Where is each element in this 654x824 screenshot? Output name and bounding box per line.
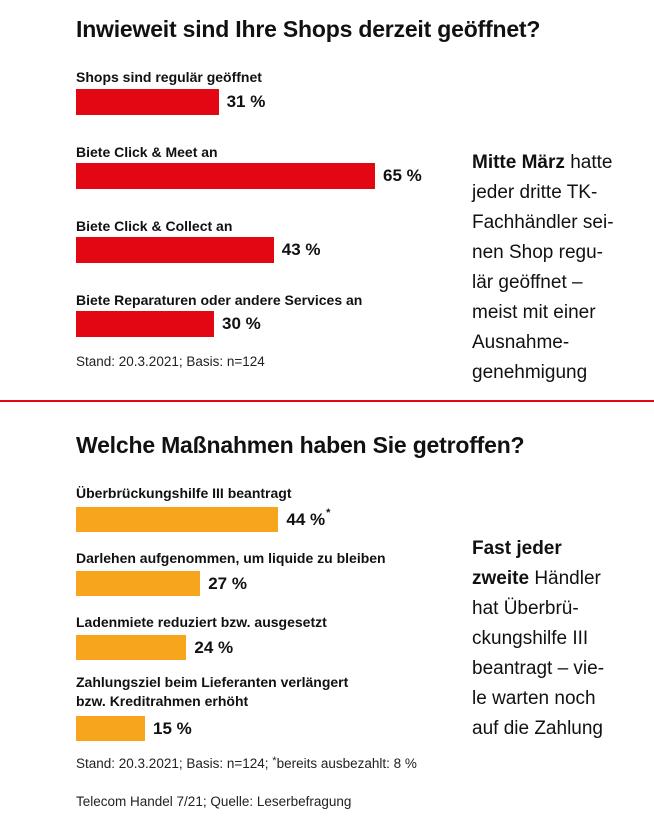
bar [76,311,214,337]
bar-label-line: Biete Reparaturen oder andere Services a… [76,292,363,308]
bar-value-text: 31 % [226,92,266,111]
source-text: Stand: 20.3.2021; Basis: n=124; [76,756,269,771]
side-note-bold: zweite [472,568,530,589]
chart-title-shops-open: Inwieweit sind Ihre Shops derzeit geöffn… [76,16,541,42]
side-note-line: nen Shop regu- [472,242,603,263]
side-note-line: hatte [570,152,613,173]
chart-title-measures: Welche Maßnahmen haben Sie getroffen? [76,432,525,458]
publication-credit: Telecom Handel 7/21; Quelle: Leserbefrag… [76,794,352,809]
footnote-asterisk: * [272,755,277,767]
bar-label-line: Überbrückungshilfe III beantragt [76,485,292,501]
side-note-line: le warten noch [472,688,596,709]
bar-value-text: 44 % [286,509,326,529]
bar-value-footnote-mark: * [326,506,331,519]
side-note-shops: Mitte März hatte jeder dritte TK- Fachhä… [472,148,654,388]
bar [76,635,187,660]
bar-value-label: 24 % [194,638,233,658]
side-note-line: ckungshilfe III [472,628,589,649]
side-note-line: genehmigung [472,362,588,383]
bar-label-line: Shops sind regulär geöffnet [76,69,262,85]
bar-label: Ladenmiete reduziert bzw. ausgesetzt [76,613,456,632]
bar-value-text: 27 % [208,573,247,593]
bar-value-label: 44 %* [286,506,331,530]
bar-label-line: Biete Click & Collect an [76,218,233,234]
side-note-line: Händler [534,568,601,589]
bar-label-line: Biete Click & Meet an [76,144,218,160]
side-note-measures: Fast jeder zweite Händler hat Überbrü- c… [472,534,654,744]
side-note-bold: Mitte März [472,152,565,173]
bar-label: Zahlungsziel beim Lieferanten verlängert… [76,673,456,711]
bar-value-text: 15 % [153,718,192,738]
bar [76,571,201,596]
side-note-line: hat Überbrü- [472,598,579,619]
bar-label-line: bzw. Kreditrahmen erhöht [76,693,249,709]
bar-label-line: Zahlungsziel beim Lieferanten verlängert [76,674,349,690]
bar-value-text: 65 % [383,166,422,185]
side-note-line: auf die Zahlung [472,718,603,739]
bar [76,89,219,115]
section-divider [0,400,654,402]
side-note-line: jeder dritte TK- [472,182,598,203]
side-note-line: Fachhändler sei- [472,212,614,233]
side-note-line: beantragt – vie- [472,658,605,679]
bar-label: Überbrückungshilfe III beantragt [76,484,456,503]
bar-label-line: Darlehen aufgenommen, um liquide zu blei… [76,550,386,566]
bar-value-label: 30 % [222,314,261,334]
source-note-shops: Stand: 20.3.2021; Basis: n=124 [76,354,265,369]
bar-value-label: 65 % [383,166,422,186]
bar-label: Darlehen aufgenommen, um liquide zu blei… [76,549,456,568]
bar [76,507,279,532]
source-note-measures: Stand: 20.3.2021; Basis: n=124; *bereits… [76,755,417,771]
bar-value-text: 30 % [222,314,261,333]
side-note-line: meist mit einer [472,302,596,323]
bar-value-label: 31 % [227,92,266,112]
bar-value-text: 43 % [281,240,321,259]
bar-label: Biete Click & Meet an [76,143,456,162]
bar-value-label: 15 % [153,719,192,739]
bar [76,237,274,263]
side-note-line: Ausnahme- [472,332,570,353]
bar [76,716,145,741]
side-note-bold: Fast jeder [472,538,562,559]
bar-label: Biete Reparaturen oder andere Services a… [76,291,456,310]
bar-value-label: 43 % [282,240,321,260]
bar-label: Biete Click & Collect an [76,217,456,236]
footnote-text: bereits ausbezahlt: 8 % [276,756,417,771]
bar-value-label: 27 % [208,574,247,594]
bar-value-text: 24 % [194,637,234,657]
side-note-line: lär geöffnet – [472,272,583,293]
bar [76,163,375,189]
bar-label-line: Ladenmiete reduziert bzw. ausgesetzt [76,614,327,630]
bar-label: Shops sind regulär geöffnet [76,68,456,87]
